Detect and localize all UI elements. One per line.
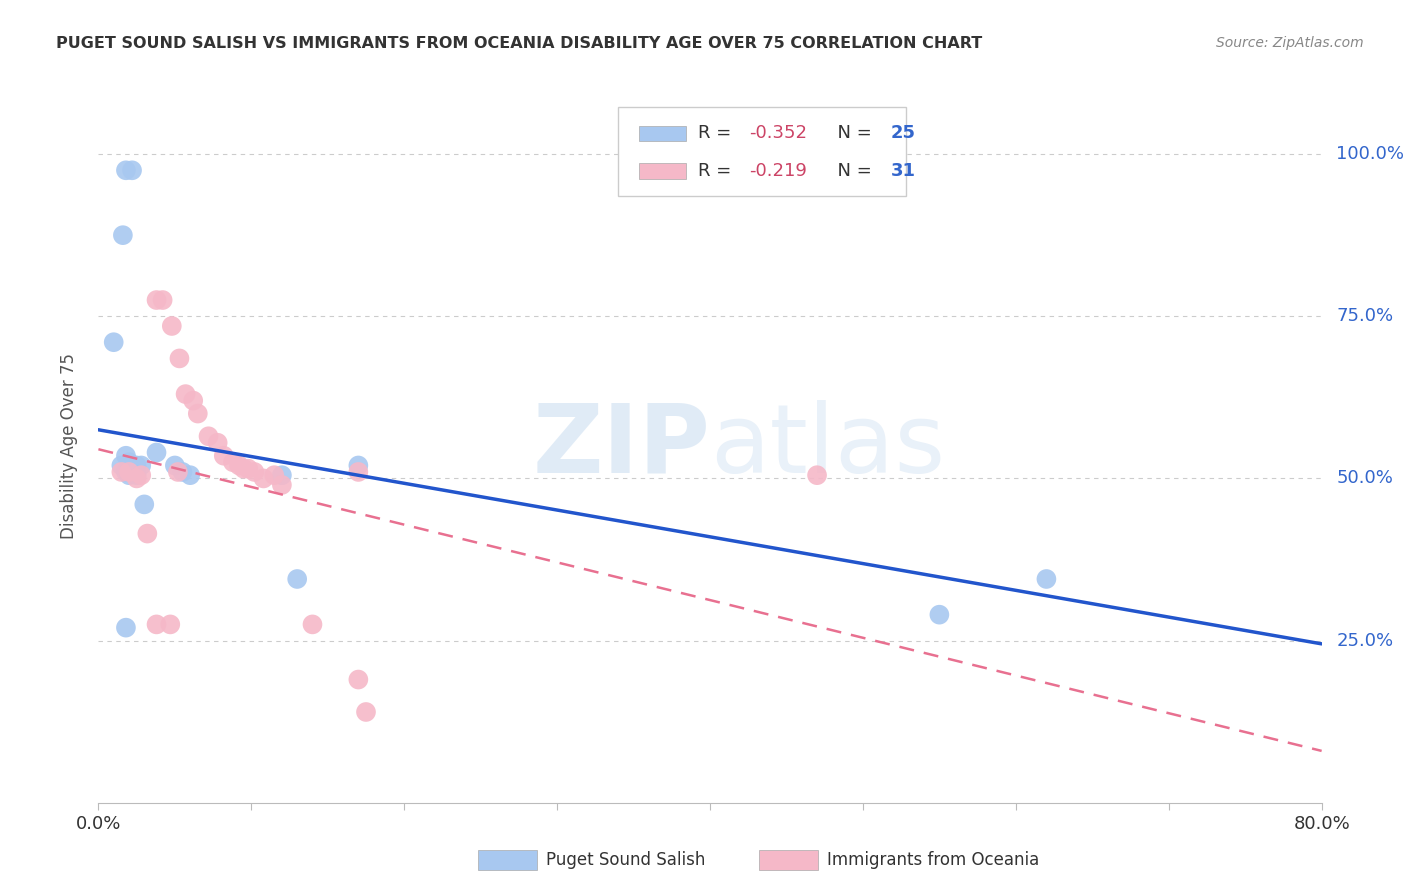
- Point: [134, 497, 156, 511]
- Text: 31: 31: [891, 162, 917, 180]
- Point: [347, 458, 370, 473]
- Point: [145, 293, 167, 307]
- Text: PUGET SOUND SALISH VS IMMIGRANTS FROM OCEANIA DISABILITY AGE OVER 75 CORRELATION: PUGET SOUND SALISH VS IMMIGRANTS FROM OC…: [56, 36, 983, 51]
- Point: [118, 465, 141, 479]
- Point: [121, 163, 143, 178]
- Point: [270, 468, 292, 483]
- Point: [238, 461, 260, 475]
- Point: [145, 445, 167, 459]
- Point: [115, 163, 138, 178]
- Point: [118, 455, 141, 469]
- Point: [145, 617, 167, 632]
- Point: [121, 458, 143, 473]
- Point: [115, 621, 138, 635]
- Point: [928, 607, 950, 622]
- Text: R =: R =: [697, 162, 737, 180]
- Y-axis label: Disability Age Over 75: Disability Age Over 75: [59, 353, 77, 539]
- Point: [270, 478, 292, 492]
- Point: [125, 468, 148, 483]
- Point: [1035, 572, 1057, 586]
- Point: [347, 673, 370, 687]
- Point: [125, 471, 148, 485]
- Text: Immigrants from Oceania: Immigrants from Oceania: [827, 851, 1039, 869]
- Point: [110, 458, 132, 473]
- Text: 25.0%: 25.0%: [1336, 632, 1393, 649]
- Point: [103, 335, 125, 350]
- FancyBboxPatch shape: [619, 107, 905, 196]
- Point: [125, 458, 148, 473]
- Point: [354, 705, 377, 719]
- Point: [806, 468, 828, 483]
- Text: -0.219: -0.219: [749, 162, 807, 180]
- Point: [115, 449, 138, 463]
- Text: N =: N =: [827, 125, 877, 143]
- Point: [115, 465, 138, 479]
- Point: [159, 617, 181, 632]
- Text: Source: ZipAtlas.com: Source: ZipAtlas.com: [1216, 36, 1364, 50]
- Text: atlas: atlas: [710, 400, 945, 492]
- Text: N =: N =: [827, 162, 877, 180]
- Bar: [640, 126, 686, 141]
- Text: 50.0%: 50.0%: [1336, 469, 1393, 487]
- Point: [167, 465, 190, 479]
- Point: [212, 449, 235, 463]
- Point: [174, 387, 197, 401]
- Point: [197, 429, 219, 443]
- Point: [243, 465, 266, 479]
- Point: [152, 293, 174, 307]
- Point: [160, 318, 183, 333]
- Text: ZIP: ZIP: [531, 400, 710, 492]
- Point: [163, 458, 186, 473]
- Point: [129, 458, 152, 473]
- Point: [207, 435, 229, 450]
- Point: [111, 228, 134, 243]
- Point: [181, 393, 204, 408]
- Point: [129, 468, 152, 483]
- Point: [136, 526, 159, 541]
- Point: [232, 461, 254, 475]
- Text: 25: 25: [891, 125, 917, 143]
- Point: [187, 407, 209, 421]
- Text: R =: R =: [697, 125, 737, 143]
- Text: 75.0%: 75.0%: [1336, 307, 1393, 326]
- Point: [228, 458, 250, 473]
- Text: -0.352: -0.352: [749, 125, 807, 143]
- Point: [222, 455, 245, 469]
- Text: 100.0%: 100.0%: [1336, 145, 1405, 163]
- Point: [121, 461, 143, 475]
- Bar: [640, 163, 686, 179]
- Point: [301, 617, 323, 632]
- Text: Puget Sound Salish: Puget Sound Salish: [546, 851, 704, 869]
- Point: [285, 572, 308, 586]
- Point: [179, 468, 201, 483]
- Point: [172, 465, 194, 479]
- Point: [118, 468, 141, 483]
- Point: [169, 351, 191, 366]
- Point: [263, 468, 285, 483]
- Point: [252, 471, 274, 485]
- Point: [347, 465, 370, 479]
- Point: [110, 465, 132, 479]
